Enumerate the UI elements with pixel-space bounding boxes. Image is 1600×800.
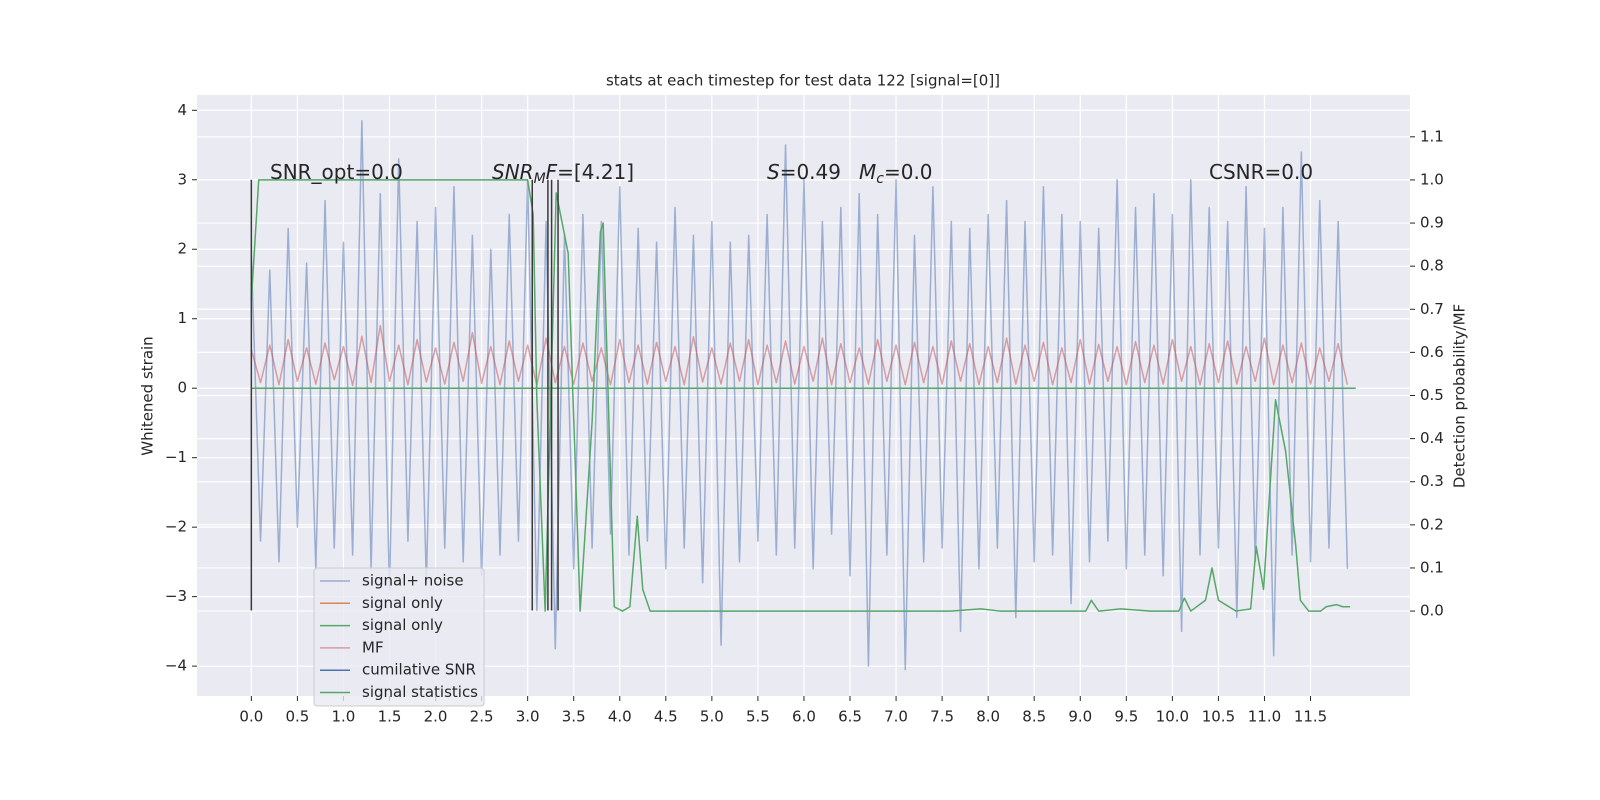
x-tick-label: 5.0 bbox=[700, 708, 724, 726]
series-line bbox=[250, 324, 1349, 387]
annotation-part: F bbox=[546, 160, 558, 184]
y2-tick-label: 0.6 bbox=[1420, 343, 1444, 361]
y-tick-label: −1 bbox=[165, 448, 187, 466]
legend-label: signal statistics bbox=[362, 683, 478, 701]
legend-label: MF bbox=[362, 638, 384, 656]
x-tick-label: 0.0 bbox=[239, 708, 263, 726]
x-tick-label: 1.5 bbox=[378, 708, 402, 726]
series-line bbox=[250, 179, 1351, 612]
x-tick-label: 8.5 bbox=[1022, 708, 1046, 726]
y2-tick-label: 0.5 bbox=[1420, 386, 1444, 404]
annotation: Mc=0.0 bbox=[859, 160, 933, 188]
x-tick-label: 1.0 bbox=[332, 708, 356, 726]
y-axis-label: Whitened strain bbox=[139, 336, 157, 455]
annotation: SNR_opt=0.0 bbox=[270, 160, 403, 184]
x-tick-label: 11.5 bbox=[1294, 708, 1327, 726]
x-tick-label: 3.0 bbox=[516, 708, 540, 726]
y-tick-label: −2 bbox=[165, 518, 187, 536]
y2-tick-label: 0.2 bbox=[1420, 515, 1444, 533]
legend-box bbox=[313, 567, 485, 707]
y2-tick-label: 0.4 bbox=[1420, 429, 1444, 447]
y-tick-label: 4 bbox=[177, 101, 187, 119]
annotation-part: SNR bbox=[492, 160, 534, 184]
y2-tick-label: 0.8 bbox=[1420, 257, 1444, 275]
annotation-part: =[4.21] bbox=[557, 160, 634, 184]
y2-tick-label: 0.0 bbox=[1420, 602, 1444, 620]
marks bbox=[250, 119, 1356, 671]
y2-tick-label: 0.3 bbox=[1420, 472, 1444, 490]
grid bbox=[197, 95, 1410, 696]
x-tick-label: 10.0 bbox=[1156, 708, 1189, 726]
x-tick-label: 4.5 bbox=[654, 708, 678, 726]
annotation-part: M bbox=[534, 171, 546, 187]
annotation-part: =0.0 bbox=[884, 160, 933, 184]
annotation-part: SNR_opt=0.0 bbox=[270, 160, 403, 184]
annotation: S=0.49 bbox=[767, 160, 841, 184]
x-tick-label: 9.5 bbox=[1114, 708, 1138, 726]
x-tick-label: 2.0 bbox=[424, 708, 448, 726]
y-tick-label: −3 bbox=[165, 587, 187, 605]
y2-tick-label: 0.7 bbox=[1420, 300, 1444, 318]
legend: signal+ noise signal only signal only MF cum… bbox=[313, 567, 485, 707]
x-tick-label: 6.0 bbox=[792, 708, 816, 726]
annotation-part: M bbox=[859, 160, 876, 184]
y2-axis-label: Detection probability/MF bbox=[1451, 304, 1469, 488]
axes: 0.0 0.5 1.0 1.5 2.0 2.5 3.0 3.5 4.0 4.5 5.0 5.5 6.0 6… bbox=[165, 101, 1444, 726]
annotation-part: c bbox=[876, 171, 884, 187]
y-tick-label: 2 bbox=[177, 240, 187, 258]
x-tick-label: 2.5 bbox=[470, 708, 494, 726]
legend-label: signal+ noise bbox=[362, 572, 464, 590]
y2-tick-label: 1.0 bbox=[1420, 170, 1444, 188]
y-tick-label: 3 bbox=[177, 170, 187, 188]
x-tick-label: 3.5 bbox=[562, 708, 586, 726]
legend-label: signal only bbox=[362, 616, 443, 634]
y2-tick-label: 0.9 bbox=[1420, 214, 1444, 232]
annotation: SNRMF=[4.21] bbox=[492, 160, 634, 188]
y-tick-label: −4 bbox=[165, 657, 187, 675]
x-tick-label: 6.5 bbox=[838, 708, 862, 726]
chart-title: stats at each timestep for test data 122… bbox=[606, 72, 1000, 90]
x-tick-label: 7.5 bbox=[930, 708, 954, 726]
legend-label: signal only bbox=[362, 594, 443, 612]
annotation-part: CSNR=0.0 bbox=[1209, 160, 1313, 184]
x-tick-label: 4.0 bbox=[608, 708, 632, 726]
annotation-part: S bbox=[767, 160, 780, 184]
x-tick-label: 7.0 bbox=[884, 708, 908, 726]
x-tick-label: 8.0 bbox=[976, 708, 1000, 726]
y-tick-label: 1 bbox=[177, 309, 187, 327]
y2-tick-label: 0.1 bbox=[1420, 558, 1444, 576]
x-tick-label: 9.0 bbox=[1068, 708, 1092, 726]
annotation: CSNR=0.0 bbox=[1209, 160, 1313, 184]
legend-label: cumilative SNR bbox=[362, 661, 476, 679]
y2-tick-label: 1.1 bbox=[1420, 127, 1444, 145]
y-tick-label: 0 bbox=[177, 379, 187, 397]
annotation-part: =0.49 bbox=[780, 160, 841, 184]
x-tick-label: 10.5 bbox=[1202, 708, 1235, 726]
x-tick-label: 5.5 bbox=[746, 708, 770, 726]
x-tick-label: 11.0 bbox=[1248, 708, 1281, 726]
x-tick-label: 0.5 bbox=[285, 708, 309, 726]
